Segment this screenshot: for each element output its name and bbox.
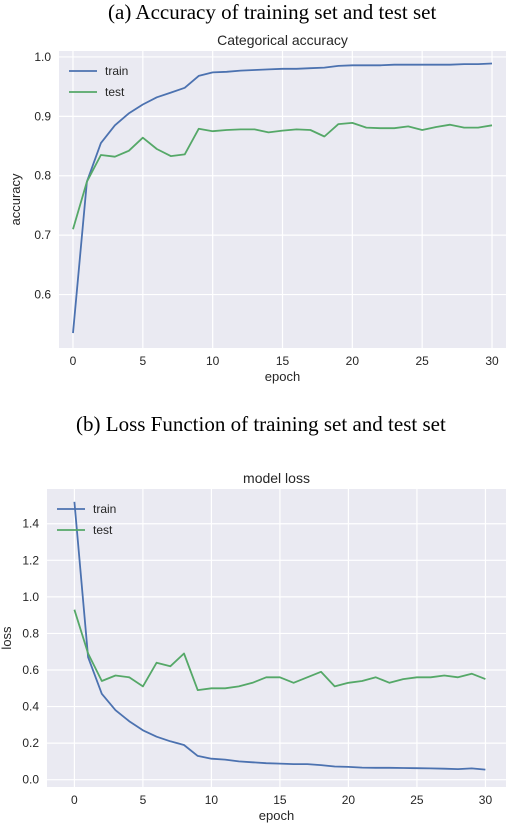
- x-tick-label: 30: [485, 354, 499, 368]
- chart-title: model loss: [243, 470, 310, 486]
- x-axis-label: epoch: [259, 808, 294, 823]
- caption-b: (b) Loss Function of training set and te…: [76, 412, 446, 436]
- x-tick-label: 15: [276, 354, 290, 368]
- y-tick-label: 1.4: [22, 517, 39, 531]
- y-tick-label: 0.0: [22, 773, 39, 787]
- x-tick-label: 10: [206, 354, 220, 368]
- x-axis-label: epoch: [265, 369, 300, 384]
- y-axis-label: accuracy: [8, 173, 23, 226]
- y-tick-label: 1.0: [34, 50, 51, 64]
- chart-title: Categorical accuracy: [217, 32, 348, 48]
- series-line-test: [72, 122, 493, 230]
- y-tick-label: 0.8: [34, 169, 51, 183]
- series-line-train: [72, 62, 493, 334]
- x-tick-label: 0: [70, 354, 77, 368]
- x-tick-label: 25: [416, 354, 430, 368]
- legend-label-test: test: [93, 523, 113, 537]
- series-line-test: [73, 609, 486, 692]
- x-tick-label: 5: [140, 793, 147, 807]
- y-tick-label: 1.2: [22, 553, 39, 567]
- y-tick-label: 0.9: [34, 109, 51, 123]
- y-tick-label: 1.0: [22, 590, 39, 604]
- y-tick-label: 0.6: [22, 663, 39, 677]
- x-tick-label: 25: [410, 793, 424, 807]
- x-tick-label: 15: [273, 793, 287, 807]
- y-tick-label: 0.6: [34, 288, 51, 302]
- x-tick-label: 20: [342, 793, 356, 807]
- y-tick-label: 0.8: [22, 626, 39, 640]
- x-tick-label: 30: [479, 793, 493, 807]
- x-tick-label: 20: [346, 354, 360, 368]
- y-tick-label: 0.7: [34, 228, 51, 242]
- accuracy-chart: Categorical accuracy 0 5 10 15 20 25 30 0.6 0.7 0.…: [8, 32, 506, 384]
- plot-area: [47, 489, 506, 787]
- x-tick-label: 10: [205, 793, 219, 807]
- x-tick-label: 0: [71, 793, 78, 807]
- loss-chart: model loss 0 5 10 15 20 25 30 0.0 0.2 0.4 0.6 0.8 1.0…: [0, 470, 506, 823]
- legend-label-train: train: [93, 502, 116, 516]
- x-tick-label: 5: [139, 354, 146, 368]
- y-tick-label: 0.4: [22, 700, 39, 714]
- y-axis-label: loss: [0, 626, 14, 650]
- y-tick-label: 0.2: [22, 736, 39, 750]
- caption-a: (a) Accuracy of training set and test se…: [108, 0, 437, 24]
- series-line-train: [73, 501, 486, 771]
- legend-label-test: test: [105, 85, 125, 99]
- legend-label-train: train: [105, 64, 128, 78]
